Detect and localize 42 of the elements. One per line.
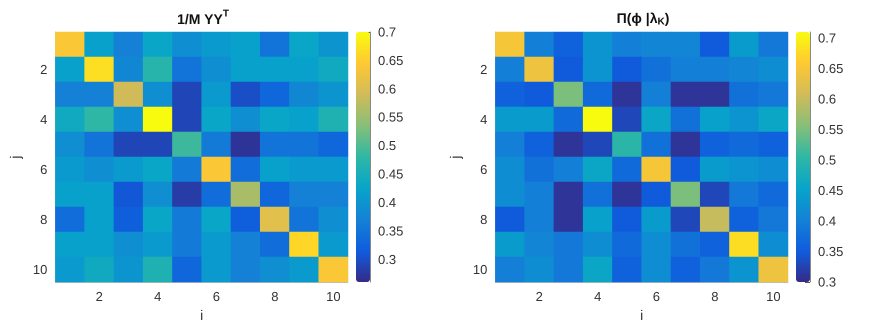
y-tick-label: 8 xyxy=(40,212,48,227)
y-tick-label: 2 xyxy=(480,62,488,77)
x-tick-label: 6 xyxy=(652,289,660,304)
color-bar-label: 0.35 xyxy=(378,223,404,238)
color-bar-label: 0.3 xyxy=(818,274,836,290)
color-bar-label: 0.6 xyxy=(818,92,836,107)
y-axis-title: j xyxy=(447,155,463,160)
x-tick-label: 4 xyxy=(594,289,602,304)
x-tick-label: 2 xyxy=(536,289,543,304)
x-axis-title: i xyxy=(200,306,204,323)
color-bar-label: 0.7 xyxy=(818,30,836,46)
y-tick-label: 4 xyxy=(40,112,48,127)
x-tick-label: 10 xyxy=(766,289,781,304)
x-tick-label: 10 xyxy=(326,289,341,304)
y-axis-title: j xyxy=(7,155,23,160)
color-bar-label: 0.45 xyxy=(378,166,404,182)
y-tick-label: 4 xyxy=(480,112,488,127)
y-tick-label: 8 xyxy=(480,212,488,227)
x-tick-label: 2 xyxy=(96,289,103,304)
color-bar-label: 0.45 xyxy=(818,183,844,198)
color-bar-label: 0.5 xyxy=(818,152,836,168)
color-bar-label: 0.65 xyxy=(378,52,404,68)
color-bar-label: 0.6 xyxy=(378,81,396,96)
x-tick-label: 8 xyxy=(711,289,718,304)
y-tick-label: 10 xyxy=(32,262,48,277)
y-tick-label: 2 xyxy=(40,62,48,77)
x-tick-label: 4 xyxy=(154,289,162,304)
color-bar-label: 0.7 xyxy=(378,24,396,40)
color-bar-label: 0.5 xyxy=(378,138,396,154)
x-tick-label: 6 xyxy=(212,289,220,304)
x-axis-title: i xyxy=(640,306,644,323)
color-bar-label: 0.4 xyxy=(378,194,396,210)
color-bar-label: 0.4 xyxy=(818,214,836,229)
y-tick-label: 10 xyxy=(472,262,488,277)
color-bar-label: 0.65 xyxy=(818,61,844,76)
color-bar-label: 0.3 xyxy=(378,252,396,267)
y-tick-label: 6 xyxy=(40,162,48,177)
x-tick-label: 8 xyxy=(271,289,278,304)
color-bar-label: 0.55 xyxy=(378,110,404,125)
y-tick-label: 6 xyxy=(480,162,488,177)
color-bar-label: 0.55 xyxy=(818,122,844,138)
color-bar-label: 0.35 xyxy=(818,244,844,260)
